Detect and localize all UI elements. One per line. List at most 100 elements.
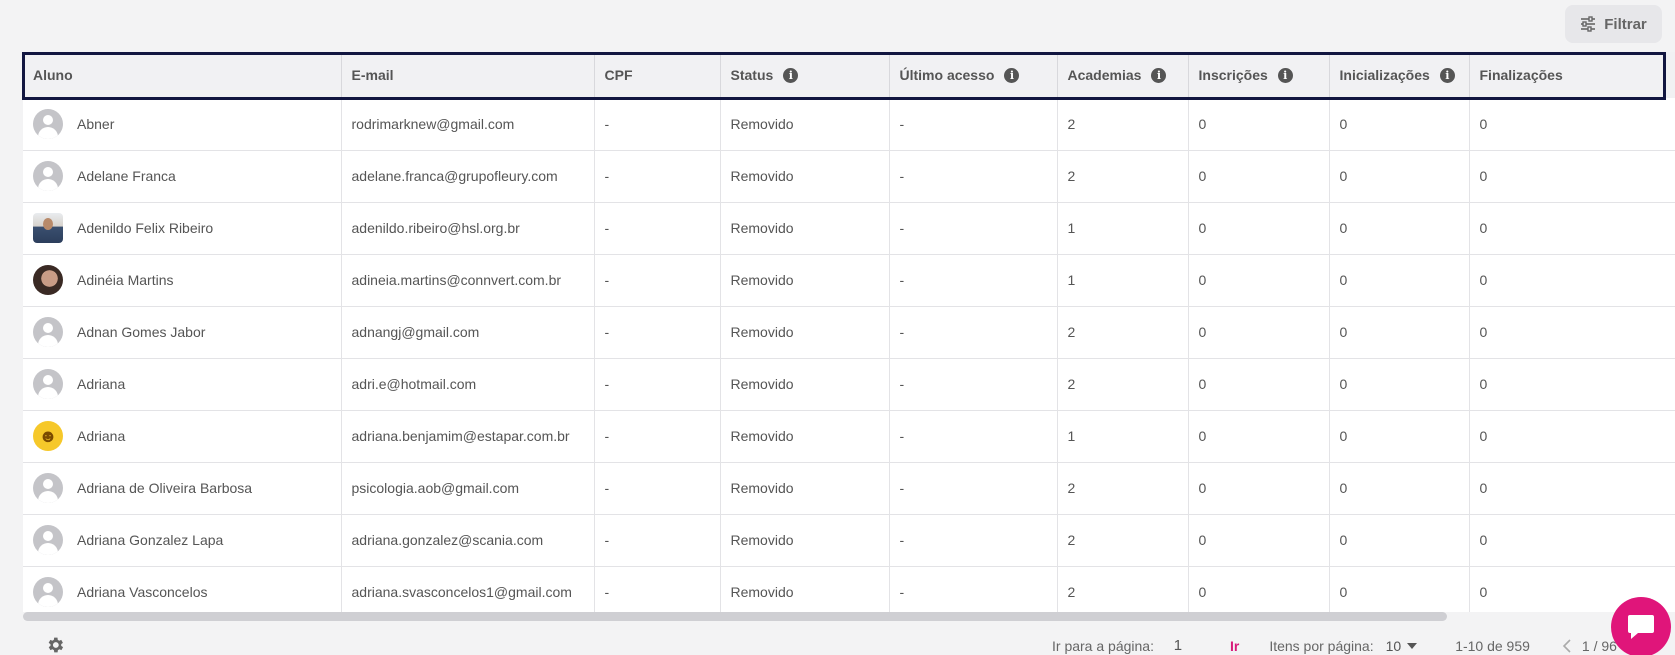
student-name[interactable]: Adinéia Martins [77,272,174,288]
info-icon[interactable]: i [1439,67,1455,83]
column-header-inicializacoes[interactable]: Inicializações i [1329,52,1470,98]
cell-academias: 2 [1057,98,1189,150]
cell-email: adriana.gonzalez@scania.com [341,514,595,566]
student-name[interactable]: Adelane Franca [77,168,176,184]
cell-inicializacoes: 0 [1329,566,1470,612]
cell-finalizacoes: 0 [1469,410,1675,462]
caret-down-icon [1407,642,1418,649]
avatar [33,317,63,347]
table-row[interactable]: Adriana adri.e@hotmail.com - Removido -2 0 0 0 [23,358,1675,410]
column-header-academias[interactable]: Academias i [1057,52,1189,98]
horizontal-scrollbar[interactable] [23,612,1447,621]
column-header-status[interactable]: Status i [720,52,890,98]
column-header-label: Academias [1067,67,1142,83]
cell-academias: 1 [1057,410,1189,462]
info-icon[interactable]: i [1151,67,1167,83]
student-cell: Abner [23,98,342,150]
filter-button[interactable]: Filtrar [1565,5,1662,43]
cell-email: adriana.svasconcelos1@gmail.com [341,566,595,612]
info-icon[interactable]: i [1004,67,1020,83]
column-header-inscricoes[interactable]: Inscrições i [1188,52,1330,98]
column-header-ultimo_acesso[interactable]: Último acesso i [889,52,1058,98]
student-cell: Adriana de Oliveira Barbosa [23,462,342,514]
items-per-page-value: 10 [1385,637,1402,654]
student-cell: Adelane Franca [23,150,342,202]
cell-cpf: - [594,566,721,612]
avatar [33,525,63,555]
cell-academias: 2 [1057,514,1189,566]
gear-icon[interactable] [45,635,65,655]
column-header-finalizacoes[interactable]: Finalizações [1469,52,1675,98]
chat-button[interactable] [1611,597,1671,655]
cell-email: adenildo.ribeiro@hsl.org.br [341,202,595,254]
column-header-email[interactable]: E-mail [341,52,595,98]
cell-inscricoes: 0 [1188,202,1330,254]
cell-academias: 2 [1057,150,1189,202]
student-name[interactable]: Adriana [77,428,126,444]
cell-cpf: - [594,150,721,202]
student-name[interactable]: Adriana [77,376,126,392]
table-row[interactable]: Abner rodrimarknew@gmail.com - Removido -2 0 0… [23,98,1675,150]
avatar [33,265,63,295]
cell-ultimo_acesso: - [889,514,1058,566]
column-header-label: Inicializações [1339,67,1430,83]
goto-page-button[interactable]: Ir [1229,637,1240,654]
cell-email: adelane.franca@grupofleury.com [341,150,595,202]
student-cell: Adinéia Martins [23,254,342,306]
student-name[interactable]: Adriana Gonzalez Lapa [77,532,224,548]
chat-icon [1628,615,1654,639]
cell-inicializacoes: 0 [1329,462,1470,514]
items-per-page-select[interactable]: 10 [1386,638,1418,654]
table-row[interactable]: Adinéia Martins adineia.martins@connvert.… [23,254,1675,306]
cell-status: Removido [720,254,890,306]
cell-status: Removido [720,306,890,358]
student-name[interactable]: Adenildo Felix Ribeiro [77,220,214,236]
avatar [33,108,63,139]
cell-inicializacoes: 0 [1329,254,1470,306]
info-icon[interactable]: i [783,67,799,83]
cell-inicializacoes: 0 [1329,306,1470,358]
cell-email: adri.e@hotmail.com [341,358,595,410]
avatar [33,577,63,607]
chevron-left-icon[interactable] [1562,638,1572,653]
cell-finalizacoes: 0 [1469,358,1675,410]
cell-cpf: - [594,254,721,306]
students-table: Aluno E-mail CPF Status i Último acesso i Acade… [23,52,1675,612]
cell-email: psicologia.aob@gmail.com [341,462,595,514]
table-row[interactable]: Adenildo Felix Ribeiro adenildo.ribeiro@h… [23,202,1675,254]
cell-inicializacoes: 0 [1329,202,1470,254]
column-header-label: Inscrições [1198,67,1268,83]
student-cell: Adnan Gomes Jabor [23,306,342,358]
items-per-page-label: Itens por página: [1269,637,1374,654]
table-row[interactable]: Adnan Gomes Jabor adnangj@gmail.com - Remov… [23,306,1675,358]
student-name[interactable]: Adnan Gomes Jabor [77,324,206,340]
items-range: 1-10 de 959 [1455,637,1530,654]
cell-cpf: - [594,306,721,358]
column-header-aluno[interactable]: Aluno [23,52,342,98]
cell-academias: 2 [1057,566,1189,612]
cell-inscricoes: 0 [1188,410,1330,462]
cell-finalizacoes: 0 [1469,150,1675,202]
table-row[interactable]: Adriana Gonzalez Lapa adriana.gonzalez@sc… [23,514,1675,566]
cell-cpf: - [594,410,721,462]
table-row[interactable]: Adriana de Oliveira Barbosa psicologia.ao… [23,462,1675,514]
cell-ultimo_acesso: - [889,254,1058,306]
student-cell: ☻ Adriana [23,410,342,462]
cell-ultimo_acesso: - [889,306,1058,358]
goto-page-input[interactable]: 1 [1173,637,1183,654]
student-name[interactable]: Adriana de Oliveira Barbosa [77,480,253,496]
info-icon[interactable]: i [1277,67,1293,83]
column-header-cpf[interactable]: CPF [594,52,721,98]
cell-inscricoes: 0 [1188,514,1330,566]
column-header-label: Aluno [33,67,73,83]
table-row[interactable]: Adriana Vasconcelos adriana.svasconcelos1… [23,566,1675,612]
table-row[interactable]: Adelane Franca adelane.franca@grupofleury… [23,150,1675,202]
cell-cpf: - [594,358,721,410]
student-name[interactable]: Abner [77,115,115,132]
student-name[interactable]: Adriana Vasconcelos [77,584,208,600]
cell-inicializacoes: 0 [1329,150,1470,202]
table-row[interactable]: ☻ Adriana adriana.benjamim@estapar.com.br -… [23,410,1675,462]
cell-cpf: - [594,98,721,150]
cell-ultimo_acesso: - [889,358,1058,410]
column-header-label: Último acesso [899,67,995,83]
